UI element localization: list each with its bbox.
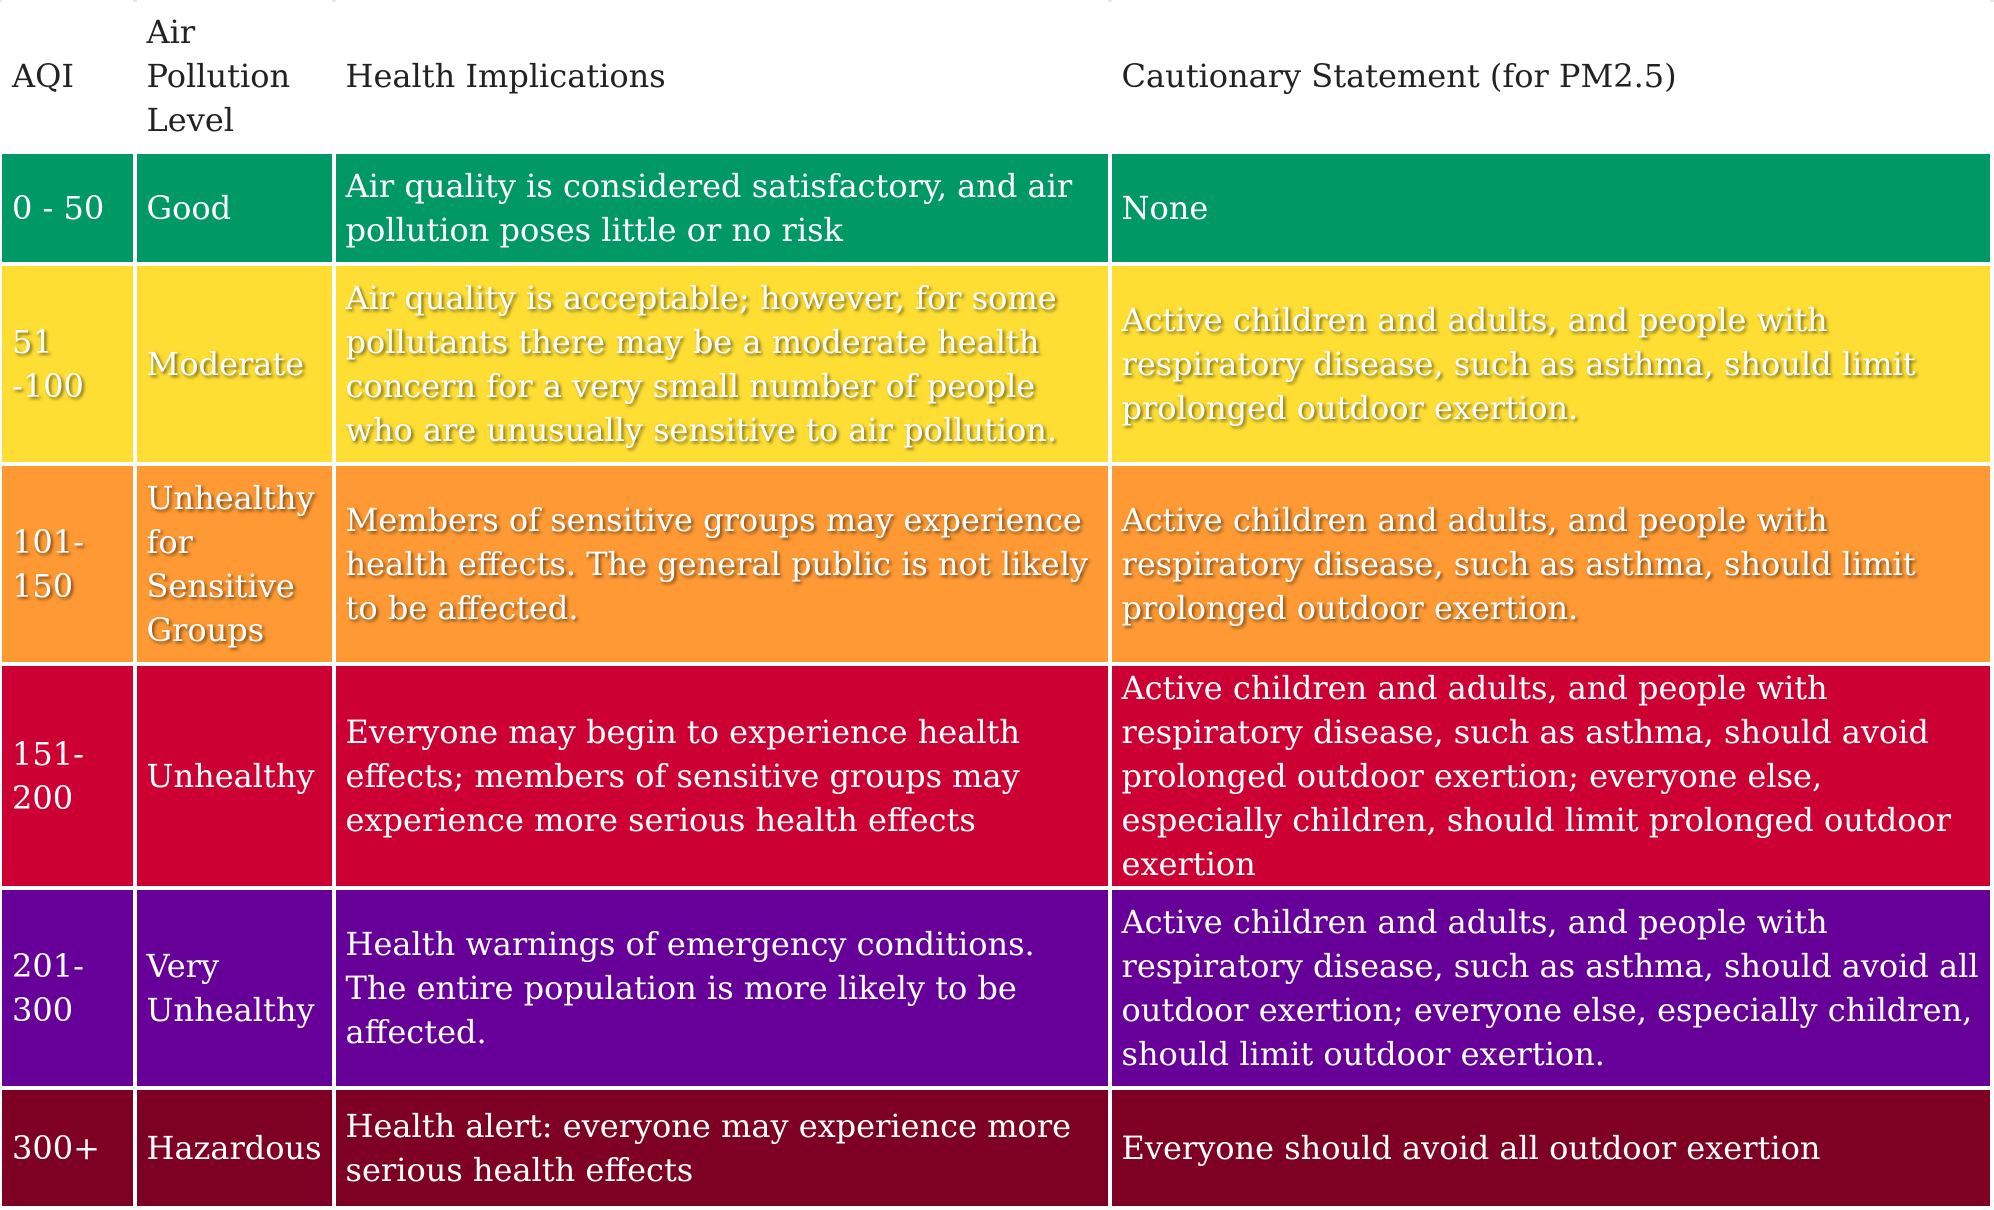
pollution-level-cell: Hazardous bbox=[136, 1090, 332, 1206]
health-implications-cell: Health warnings of emergency conditions.… bbox=[335, 890, 1108, 1086]
health-implications-cell: Members of sensitive groups may experien… bbox=[335, 466, 1108, 662]
table-header-row: AQI Air Pollution Level Health Implicati… bbox=[2, 0, 1990, 150]
header-aqi: AQI bbox=[2, 0, 133, 150]
cautionary-statement-cell: Active children and adults, and people w… bbox=[1111, 266, 1990, 462]
table-row-hazardous: 300+ Hazardous Health alert: everyone ma… bbox=[2, 1090, 1990, 1206]
cautionary-statement-cell: Active children and adults, and people w… bbox=[1111, 466, 1990, 662]
pollution-level-cell: Unhealthy bbox=[136, 666, 332, 886]
table-row-moderate: 51 -100 Moderate Air quality is acceptab… bbox=[2, 266, 1990, 462]
pollution-level-cell: Moderate bbox=[136, 266, 332, 462]
table-row-unhealthy-sensitive: 101-150 Unhealthy for Sensitive Groups M… bbox=[2, 466, 1990, 662]
aqi-range-cell: 51 -100 bbox=[2, 266, 133, 462]
cautionary-statement-cell: None bbox=[1111, 154, 1990, 262]
health-implications-cell: Air quality is considered satisfactory, … bbox=[335, 154, 1108, 262]
aqi-range-cell: 151-200 bbox=[2, 666, 133, 886]
header-air-pollution-level: Air Pollution Level bbox=[136, 0, 332, 150]
aqi-range-cell: 201-300 bbox=[2, 890, 133, 1086]
health-implications-cell: Everyone may begin to experience health … bbox=[335, 666, 1108, 886]
table-row-unhealthy: 151-200 Unhealthy Everyone may begin to … bbox=[2, 666, 1990, 886]
header-health-implications: Health Implications bbox=[335, 0, 1108, 150]
header-cautionary-statement: Cautionary Statement (for PM2.5) bbox=[1111, 0, 1990, 150]
pollution-level-cell: Very Unhealthy bbox=[136, 890, 332, 1086]
table-row-good: 0 - 50 Good Air quality is considered sa… bbox=[2, 154, 1990, 262]
aqi-range-cell: 101-150 bbox=[2, 466, 133, 662]
health-implications-cell: Health alert: everyone may experience mo… bbox=[335, 1090, 1108, 1206]
cautionary-statement-cell: Everyone should avoid all outdoor exerti… bbox=[1111, 1090, 1990, 1206]
aqi-range-cell: 0 - 50 bbox=[2, 154, 133, 262]
aqi-range-cell: 300+ bbox=[2, 1090, 133, 1206]
health-implications-cell: Air quality is acceptable; however, for … bbox=[335, 266, 1108, 462]
cautionary-statement-cell: Active children and adults, and people w… bbox=[1111, 890, 1990, 1086]
pollution-level-cell: Unhealthy for Sensitive Groups bbox=[136, 466, 332, 662]
table-row-very-unhealthy: 201-300 Very Unhealthy Health warnings o… bbox=[2, 890, 1990, 1086]
pollution-level-cell: Good bbox=[136, 154, 332, 262]
cautionary-statement-cell: Active children and adults, and people w… bbox=[1111, 666, 1990, 886]
